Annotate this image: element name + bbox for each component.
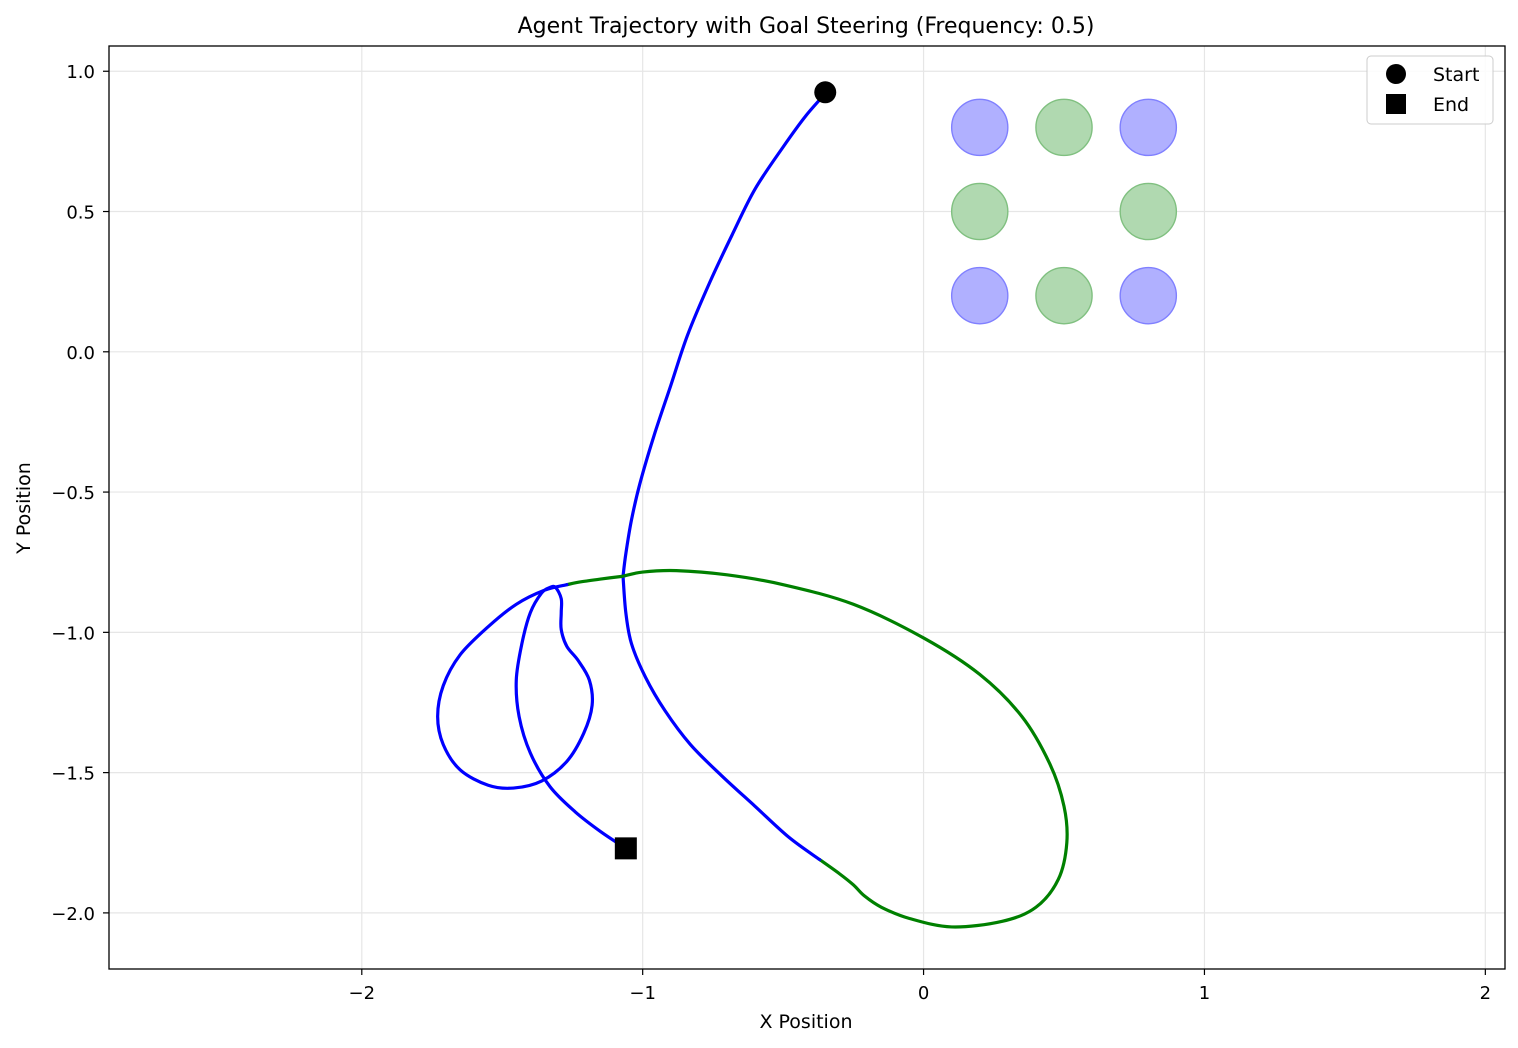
trajectory-segment-0 xyxy=(621,92,827,578)
goal-circle-2 xyxy=(1119,98,1178,157)
plot-frame xyxy=(108,45,1506,970)
goal-circle-5 xyxy=(950,266,1009,325)
chart-title: Agent Trajectory with Goal Steering (Fre… xyxy=(518,14,1095,39)
grid xyxy=(109,46,1505,969)
legend-end-marker xyxy=(1386,94,1406,114)
goal-circle-6 xyxy=(1035,266,1093,325)
goal-circle-7 xyxy=(1119,266,1178,325)
end-marker xyxy=(614,837,637,860)
endpoint-markers xyxy=(614,81,837,860)
legend-end-label: End xyxy=(1433,94,1469,116)
y-tick-label-1: 0.5 xyxy=(66,203,95,224)
trajectory-segment-1 xyxy=(621,568,1069,929)
goal-circle-3 xyxy=(950,182,1009,241)
x-tick-label-0: −2 xyxy=(349,983,376,1004)
y-tick-label-2: 0.0 xyxy=(66,343,95,364)
legend-start-marker xyxy=(1386,64,1406,84)
x-tick-label-4: 2 xyxy=(1480,983,1491,1004)
trajectory-segment-2 xyxy=(621,574,822,862)
trajectory-segment-3 xyxy=(565,574,625,587)
trajectory-segment-4 xyxy=(436,583,628,850)
x-axis-label: X Position xyxy=(759,1011,852,1033)
x-tick-label-1: −1 xyxy=(629,983,656,1004)
y-axis-label: Y Position xyxy=(13,462,35,555)
legend-start-label: Start xyxy=(1433,64,1479,86)
y-tick-label-0: 1.0 xyxy=(66,62,95,83)
goal-regions xyxy=(950,98,1178,325)
goal-circle-1 xyxy=(1035,98,1093,157)
y-tick-label-6: −2.0 xyxy=(51,904,95,925)
legend: Start End xyxy=(1366,55,1494,125)
y-tick-label-5: −1.5 xyxy=(51,764,95,785)
trajectory-series xyxy=(436,92,1069,929)
goal-circle-0 xyxy=(950,98,1009,157)
y-tick-label-4: −1.0 xyxy=(51,623,95,644)
y-axis-ticks: 1.0 0.5 0.0 −0.5 −1.0 −1.5 −2.0 xyxy=(51,62,109,925)
x-tick-label-2: 0 xyxy=(918,983,929,1004)
goal-circle-4 xyxy=(1119,182,1178,241)
x-tick-label-3: 1 xyxy=(1199,983,1210,1004)
start-marker xyxy=(814,81,837,104)
x-axis-ticks: −2 −1 0 1 2 xyxy=(349,969,1491,1004)
y-tick-label-3: −0.5 xyxy=(51,483,95,504)
